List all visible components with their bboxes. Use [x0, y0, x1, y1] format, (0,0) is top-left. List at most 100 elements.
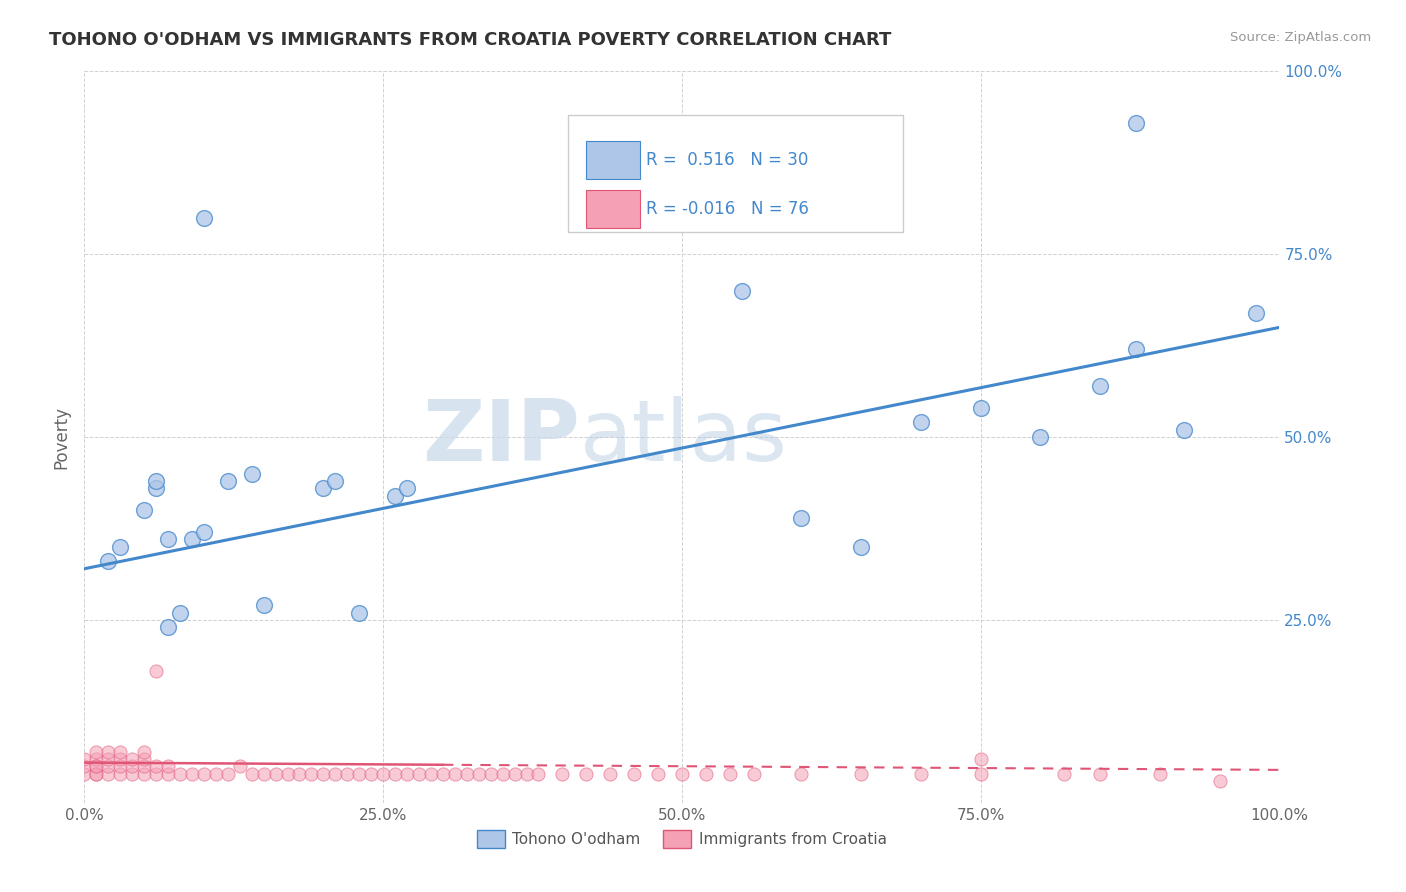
Point	[132, 745, 156, 759]
Point	[86, 766, 108, 780]
Point	[790, 766, 813, 780]
Point	[217, 766, 239, 780]
Point	[145, 474, 167, 488]
Point	[742, 766, 765, 780]
Point	[718, 766, 741, 780]
Point	[157, 620, 180, 634]
Text: R = -0.016   N = 76: R = -0.016 N = 76	[647, 200, 808, 218]
Point	[110, 540, 132, 554]
Point	[193, 766, 215, 780]
Point	[169, 606, 191, 620]
Point	[384, 766, 406, 780]
Point	[145, 766, 167, 780]
Point	[97, 745, 120, 759]
Point	[145, 759, 167, 773]
Point	[432, 766, 454, 780]
Point	[492, 766, 515, 780]
Text: R =  0.516   N = 30: R = 0.516 N = 30	[647, 151, 808, 169]
Point	[1173, 423, 1195, 437]
Point	[97, 752, 120, 766]
Point	[910, 766, 932, 780]
Legend: Tohono O'odham, Immigrants from Croatia: Tohono O'odham, Immigrants from Croatia	[471, 824, 893, 854]
Point	[420, 766, 443, 780]
FancyBboxPatch shape	[586, 141, 640, 179]
Point	[217, 474, 239, 488]
Point	[1244, 306, 1267, 320]
Point	[193, 525, 215, 540]
Point	[157, 766, 180, 780]
Point	[444, 766, 467, 780]
Point	[1029, 430, 1052, 444]
Point	[157, 759, 180, 773]
Point	[193, 211, 215, 225]
Point	[97, 766, 120, 780]
Point	[671, 766, 693, 780]
Point	[1149, 766, 1171, 780]
FancyBboxPatch shape	[586, 190, 640, 227]
Point	[86, 752, 108, 766]
Point	[121, 752, 143, 766]
Point	[110, 759, 132, 773]
Point	[110, 752, 132, 766]
Y-axis label: Poverty: Poverty	[52, 406, 70, 468]
Point	[396, 766, 419, 780]
Point	[264, 766, 287, 780]
Point	[349, 606, 371, 620]
Point	[599, 766, 621, 780]
Point	[277, 766, 299, 780]
Point	[851, 766, 873, 780]
Point	[349, 766, 371, 780]
Point	[1209, 773, 1232, 788]
Point	[132, 503, 156, 517]
Point	[73, 766, 96, 780]
Point	[384, 489, 406, 503]
Point	[790, 510, 813, 524]
Point	[731, 284, 754, 298]
Point	[301, 766, 323, 780]
Point	[623, 766, 645, 780]
Point	[181, 766, 204, 780]
Point	[312, 766, 335, 780]
Point	[110, 766, 132, 780]
Point	[396, 481, 419, 495]
Point	[312, 481, 335, 495]
Point	[468, 766, 491, 780]
Point	[970, 766, 993, 780]
Point	[516, 766, 538, 780]
Point	[1125, 115, 1147, 129]
Point	[851, 540, 873, 554]
Point	[73, 752, 96, 766]
Point	[132, 752, 156, 766]
Text: atlas: atlas	[581, 395, 789, 479]
Point	[121, 766, 143, 780]
Point	[373, 766, 395, 780]
Point	[145, 664, 167, 678]
Point	[551, 766, 574, 780]
Point	[288, 766, 311, 780]
Point	[325, 766, 347, 780]
Point	[408, 766, 430, 780]
Point	[647, 766, 669, 780]
Point	[970, 401, 993, 415]
Point	[1090, 766, 1112, 780]
Point	[229, 759, 252, 773]
Point	[169, 766, 191, 780]
Text: Source: ZipAtlas.com: Source: ZipAtlas.com	[1230, 31, 1371, 45]
Point	[360, 766, 382, 780]
Point	[456, 766, 478, 780]
Point	[86, 766, 108, 780]
Point	[97, 554, 120, 568]
Point	[336, 766, 359, 780]
Point	[1090, 379, 1112, 393]
Point	[503, 766, 526, 780]
Point	[240, 467, 263, 481]
Point	[86, 759, 108, 773]
Point	[205, 766, 228, 780]
Point	[86, 759, 108, 773]
Point	[132, 766, 156, 780]
Point	[527, 766, 550, 780]
Point	[253, 599, 276, 613]
Point	[695, 766, 717, 780]
Point	[110, 745, 132, 759]
Point	[181, 533, 204, 547]
